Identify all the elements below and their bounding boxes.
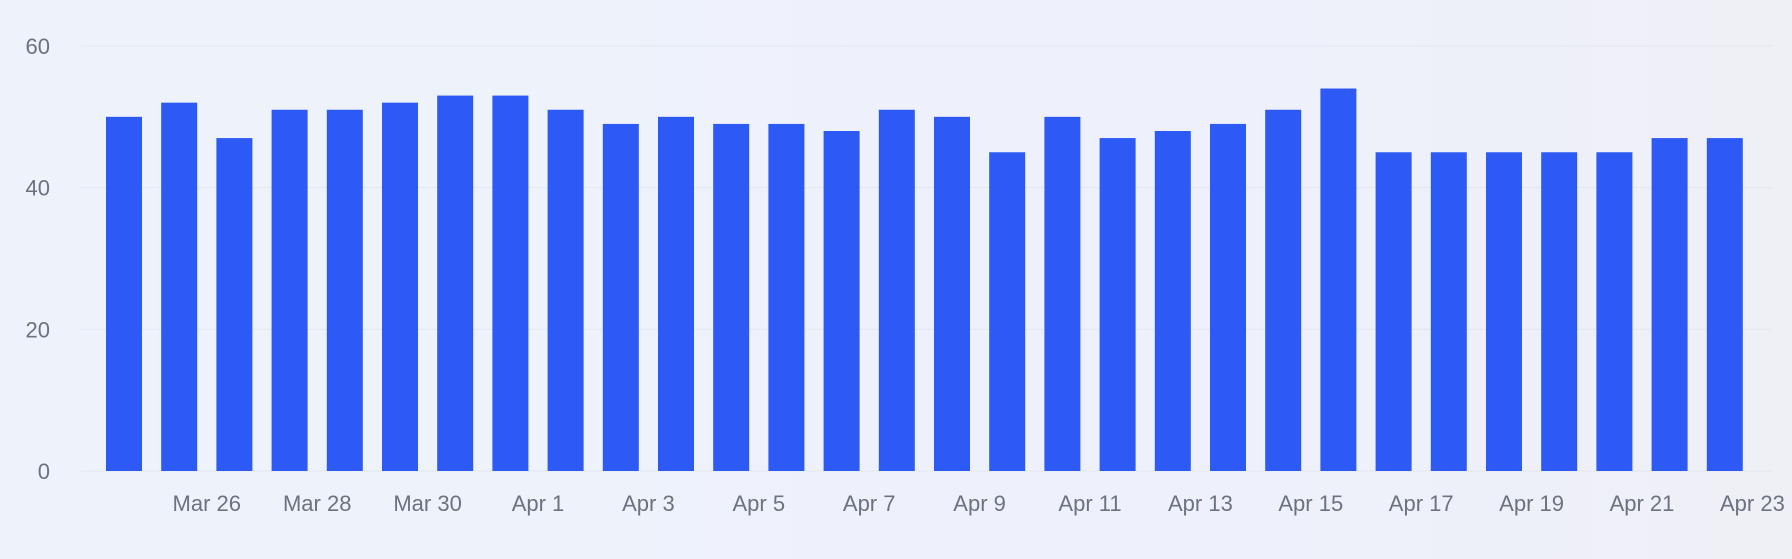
bar[interactable] [1651,138,1688,472]
y-tick-label: 60 [26,34,50,59]
bar[interactable] [1706,138,1743,472]
bar[interactable] [658,116,694,471]
x-tick-label: Apr 13 [1168,491,1233,516]
bar[interactable] [547,109,584,471]
bar[interactable] [492,95,529,471]
y-tick-label: 0 [38,459,50,484]
x-tick-label: Apr 17 [1389,491,1454,516]
y-tick-label: 20 [26,317,50,342]
x-tick-label: Apr 11 [1058,491,1121,516]
x-tick-label: Mar 30 [393,491,461,516]
x-tick-label: Apr 9 [953,491,1006,516]
bar[interactable] [1265,109,1302,471]
y-axis-tick-labels: 0 20 40 60 [26,34,50,484]
x-tick-label: Apr 19 [1499,491,1564,516]
x-tick-label: Apr 21 [1610,491,1675,516]
bar[interactable] [1486,152,1522,471]
bar[interactable] [989,152,1026,471]
bar[interactable] [326,109,363,471]
bar[interactable] [1210,123,1246,472]
bar[interactable] [1430,152,1467,471]
x-tick-label: Apr 3 [622,491,675,516]
bar[interactable] [878,109,915,471]
bar[interactable] [106,116,142,471]
x-tick-label: Apr 1 [512,491,565,516]
x-tick-label: Apr 7 [843,491,896,516]
bar[interactable] [1596,152,1633,471]
bar[interactable] [161,102,198,472]
x-tick-label: Apr 23 [1720,491,1785,516]
bars [106,88,1743,472]
bar[interactable] [216,138,253,472]
x-tick-label: Mar 26 [173,491,241,516]
bar[interactable] [382,102,418,472]
bar[interactable] [437,95,474,471]
x-tick-label: Apr 5 [733,491,786,516]
bar[interactable] [713,123,750,472]
x-tick-label: Apr 15 [1278,491,1343,516]
bar[interactable] [1541,152,1578,471]
x-tick-label: Mar 28 [283,491,351,516]
bar[interactable] [768,123,805,472]
bar[interactable] [934,116,970,471]
bar[interactable] [1154,131,1191,471]
bar[interactable] [823,131,860,471]
x-axis-tick-labels: Mar 26 Mar 28 Mar 30 Apr 1 Apr 3 Apr 5 Apr 7 Ap… [173,491,1785,516]
bar[interactable] [602,123,639,472]
bar[interactable] [271,109,308,471]
y-tick-label: 40 [26,176,50,201]
bar[interactable] [1375,152,1412,471]
bar[interactable] [1044,116,1081,471]
bar[interactable] [1099,138,1136,472]
bar[interactable] [1320,88,1357,472]
